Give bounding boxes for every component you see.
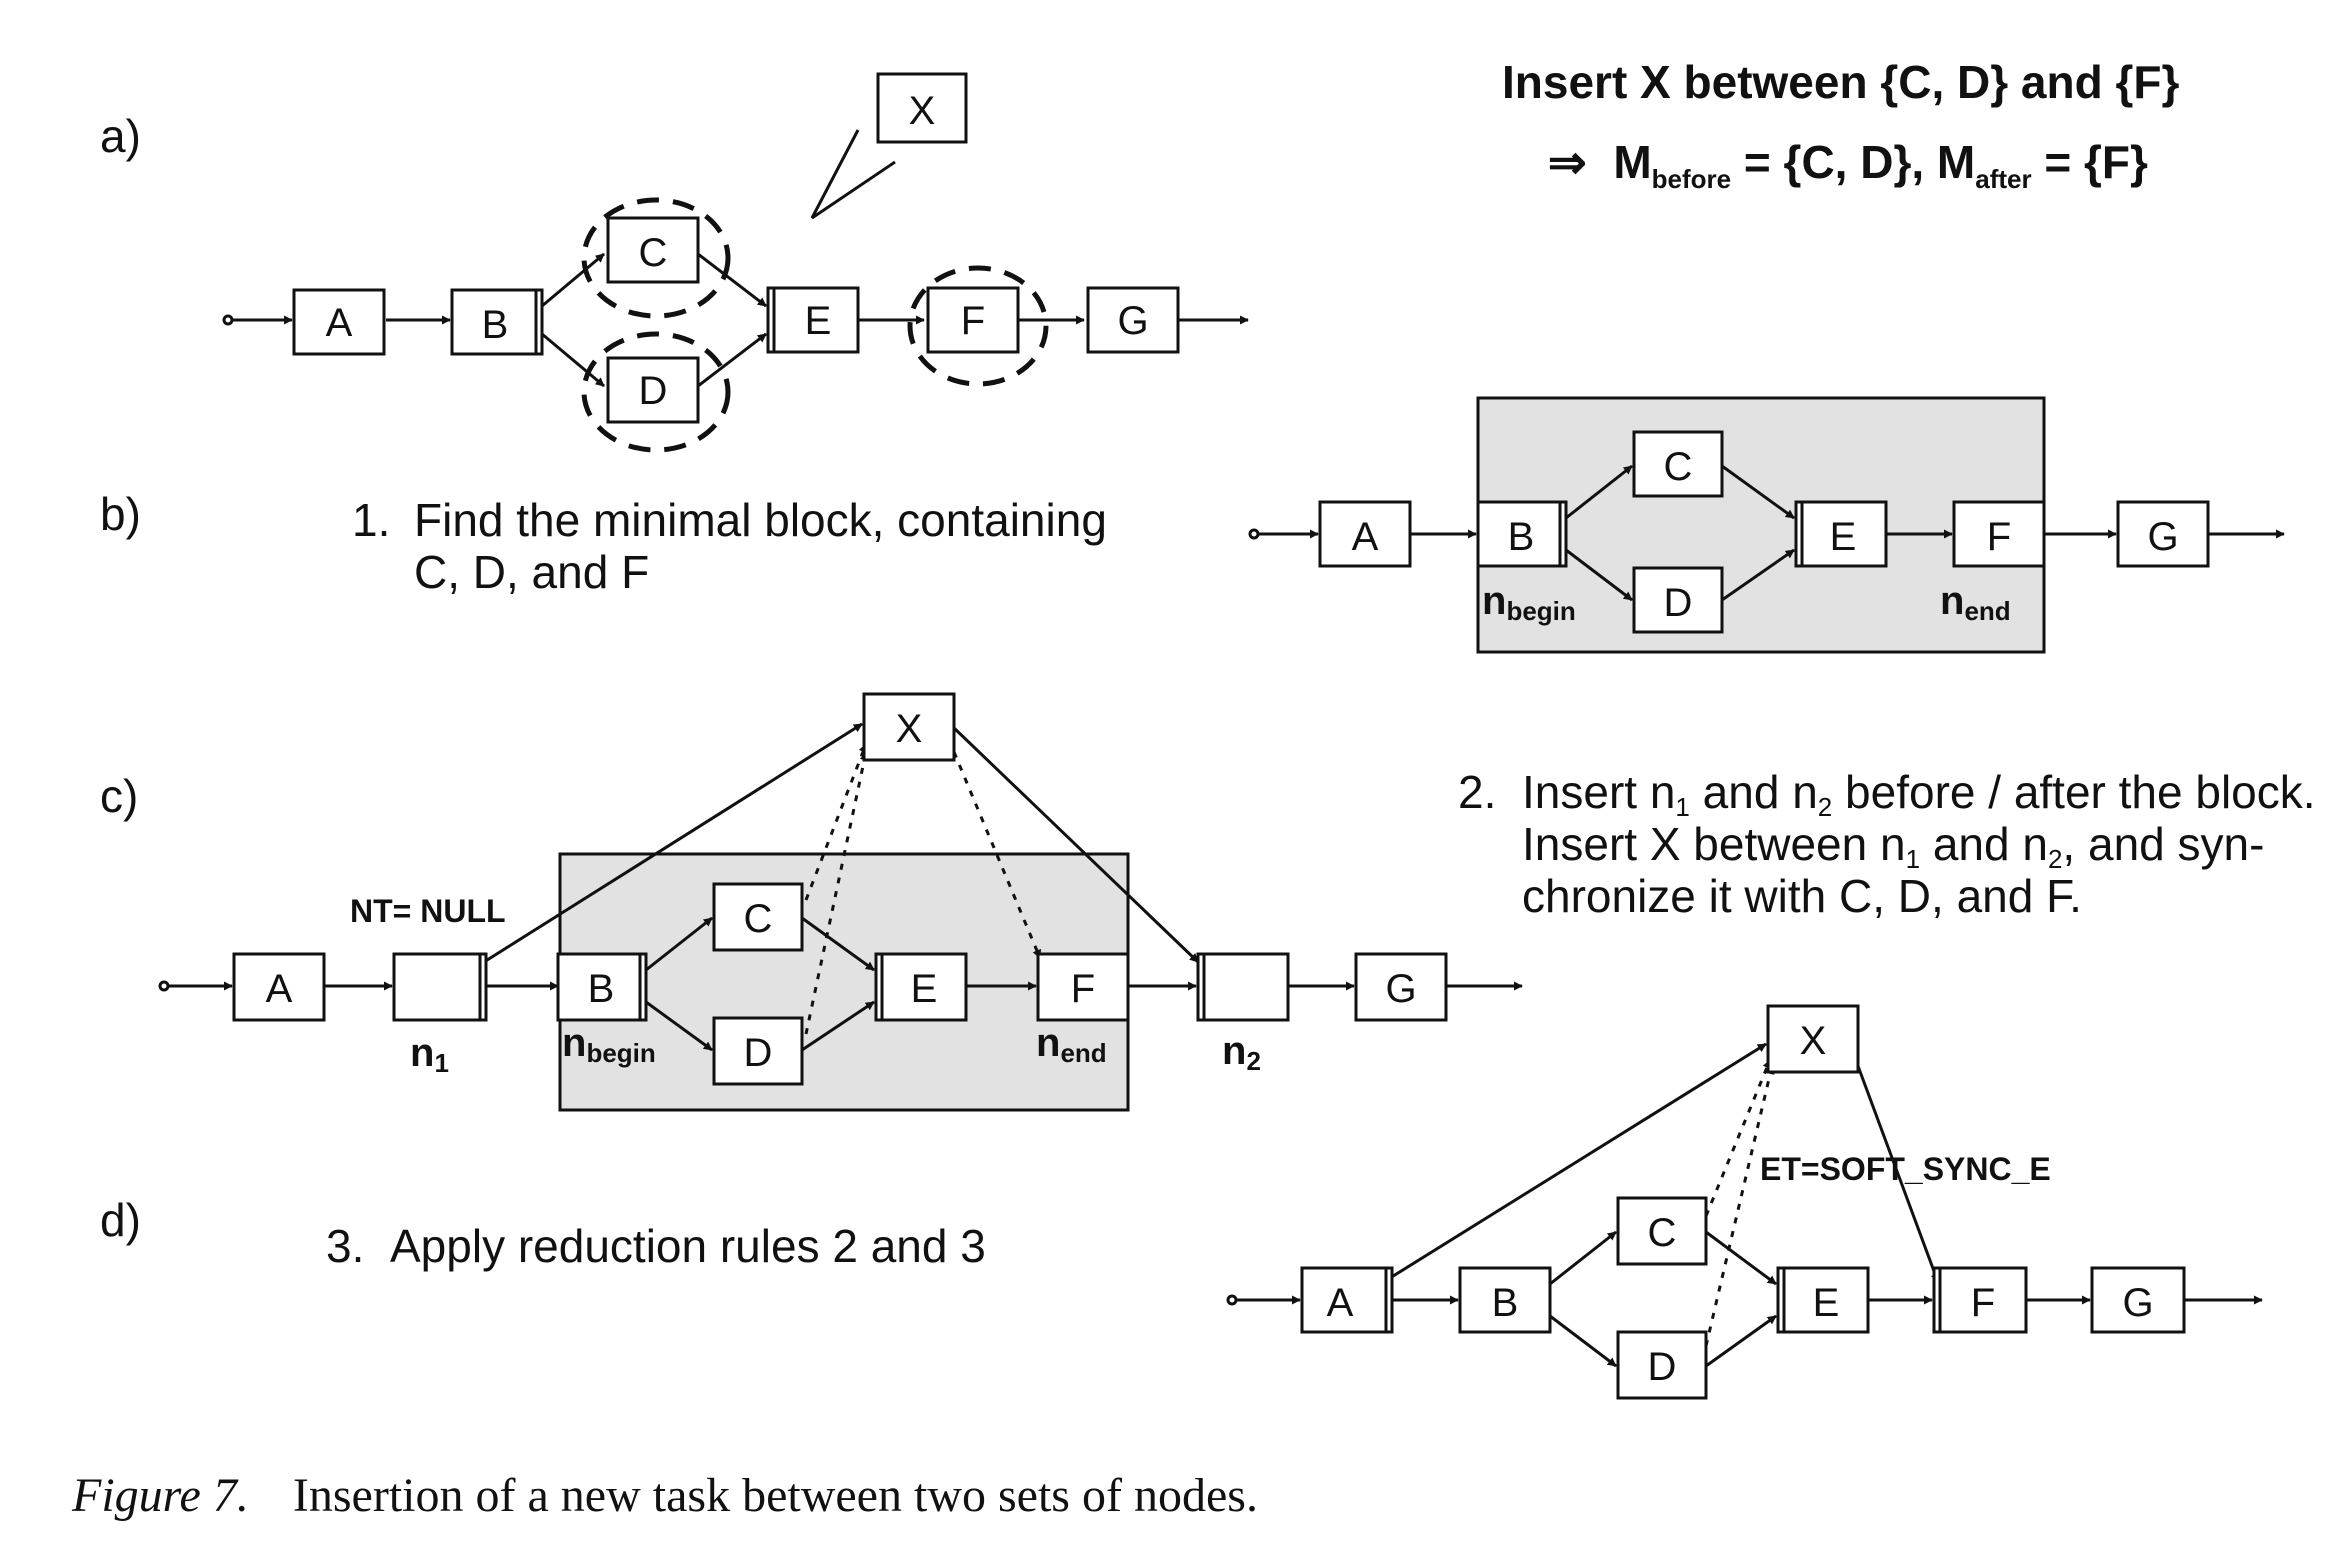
panel-d-label: d)	[100, 1194, 141, 1246]
d-node-d: D	[1648, 1345, 1677, 1389]
d-node-f: F	[1971, 1281, 1995, 1325]
c-n-begin: nbegin	[562, 1021, 656, 1068]
c-node-x: X	[896, 707, 923, 751]
d-node-c: C	[1648, 1211, 1677, 1255]
b-n-begin: nbegin	[1482, 579, 1576, 626]
step2-text: 2. Insert n1 and n2 before / after the b…	[1458, 766, 2316, 922]
formula-implies: ⇒	[1548, 136, 1587, 188]
d-node-x: X	[1800, 1019, 1827, 1063]
formula-before-val: = {C, D},	[1731, 136, 1937, 188]
node-x-box	[876, 72, 968, 144]
c-node-b: B	[588, 967, 615, 1011]
c-node-c: C	[744, 897, 773, 941]
b-node-g: G	[2147, 515, 2178, 559]
c-n2: n2	[1222, 1029, 1261, 1076]
panel-c-label: c)	[100, 770, 138, 822]
a-node-e: E	[805, 299, 832, 343]
d-node-e: E	[1813, 1281, 1840, 1325]
formula-m-after: M	[1937, 136, 1975, 188]
b-node-d: D	[1664, 581, 1693, 625]
panel-a-formula: ⇒ Mbefore = {C, D}, Mafter = {F}	[1548, 136, 2148, 194]
figure-caption-text: Insertion of a new task between two sets…	[292, 1469, 1258, 1522]
c-node-g: G	[1385, 967, 1416, 1011]
figure-caption: Figure 7. Insertion of a new task between…	[72, 1468, 1258, 1523]
c-node-d: D	[744, 1031, 773, 1075]
b-node-c: C	[1664, 445, 1693, 489]
node-x-label: X	[909, 89, 936, 133]
b-node-e: E	[1830, 515, 1857, 559]
step2-line2: Insert X between n1 and n2, and syn-	[1522, 818, 2264, 874]
c-node-f: F	[1071, 967, 1095, 1011]
panel-d	[1226, 1004, 2263, 1400]
panel-a-label: a)	[100, 110, 141, 162]
c-node-e: E	[911, 967, 938, 1011]
a-node-a: A	[326, 301, 353, 345]
d-node-g: G	[2122, 1281, 2153, 1325]
panel-d-node-labels: A B C D E F G X	[1327, 1019, 2154, 1389]
step3-text: Apply reduction rules 2 and 3	[390, 1220, 986, 1272]
c-n-end: nend	[1036, 1021, 1107, 1068]
step1-line2: C, D, and F	[414, 546, 649, 598]
b-node-a: A	[1352, 515, 1379, 559]
formula-before-sub: before	[1652, 164, 1731, 194]
et-soft-sync-label: ET=SOFT_SYNC_E	[1760, 1151, 2051, 1187]
panel-c	[158, 692, 1523, 1112]
panel-a-node-labels: A B C D E F G	[326, 231, 1149, 413]
panel-a: a) X	[100, 72, 1249, 453]
step1-line1: Find the minimal block, containing	[414, 494, 1107, 546]
c-node-a: A	[266, 967, 293, 1011]
panel-b-label: b)	[100, 488, 141, 540]
step2-line3: chronize it with C, D, and F.	[1522, 870, 2082, 922]
panel-b	[1248, 396, 2285, 654]
c-n1: n1	[410, 1031, 449, 1078]
d-node-b: B	[1492, 1281, 1519, 1325]
a-node-c: C	[639, 231, 668, 275]
figure-number: Figure 7.	[72, 1469, 249, 1522]
formula-after-sub: after	[1975, 164, 2031, 194]
d-node-a: A	[1327, 1281, 1354, 1325]
b-node-b: B	[1508, 515, 1535, 559]
step3-number: 3.	[326, 1220, 364, 1272]
panel-b-node-labels: A B C D E F G nbegin nend	[1352, 445, 2179, 626]
step2-line1: Insert n1 and n2 before / after the bloc…	[1522, 766, 2316, 822]
panel-a-heading: Insert X between {C, D} and {F}	[1502, 56, 2179, 108]
step1-number: 1.	[352, 494, 390, 546]
a-node-d: D	[639, 369, 668, 413]
b-n-end: nend	[1940, 579, 2011, 626]
panel-c-node-labels: A B C D E F G X n1 n2 nbegin nend	[266, 707, 1417, 1078]
insert-pointer-arrow	[810, 129, 896, 220]
minimal-block-area	[1476, 396, 2046, 654]
a-node-g: G	[1117, 299, 1148, 343]
step2-number: 2.	[1458, 766, 1496, 818]
formula-m-before: M	[1613, 136, 1651, 188]
nt-null-label: NT= NULL	[350, 893, 506, 929]
a-node-b: B	[482, 303, 509, 347]
a-node-f: F	[961, 299, 985, 343]
formula-after-val: = {F}	[2032, 136, 2148, 188]
b-node-f: F	[1987, 515, 2011, 559]
